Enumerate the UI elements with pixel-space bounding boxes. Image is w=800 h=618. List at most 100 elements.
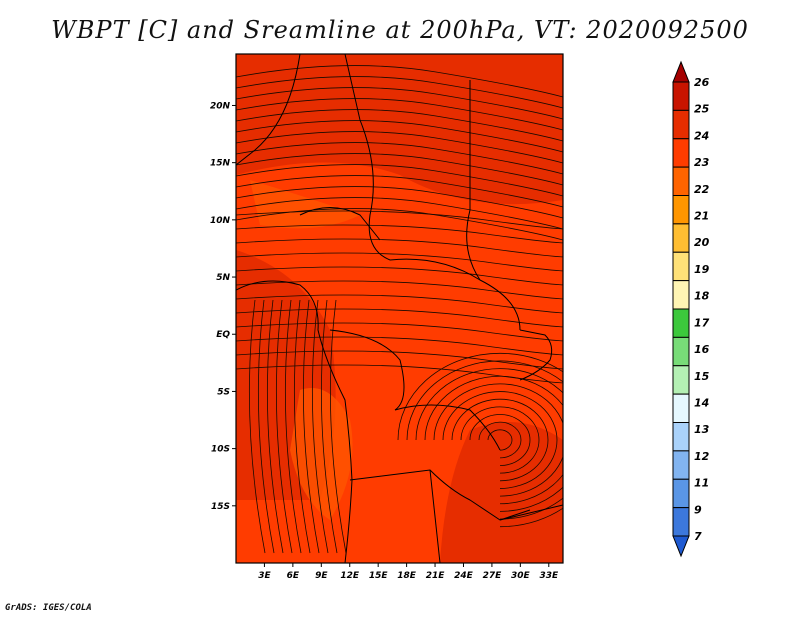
cool-region-1 <box>250 180 360 229</box>
colorbar-bin <box>672 450 690 480</box>
border-line <box>236 280 353 563</box>
colorbar-bin <box>672 336 690 367</box>
streamline <box>236 87 563 120</box>
colorbar-label: 22 <box>694 183 710 196</box>
colorbar-label: 9 <box>694 503 702 516</box>
colorbar-bin <box>672 365 690 395</box>
lat-tick-label: 5S <box>217 387 230 397</box>
colorbar-label: 14 <box>694 396 709 409</box>
streamline <box>248 299 266 554</box>
colorbar-label: 20 <box>694 236 710 249</box>
colorbar-label: 15 <box>694 370 710 383</box>
border-line <box>389 258 521 331</box>
streamline <box>236 109 563 142</box>
colorbar-bin <box>672 166 690 196</box>
colorbar-bottom-arrow <box>672 535 690 558</box>
map-title: WBPT [C] and Sreamline at 200hPa, VT: 20… <box>51 16 749 44</box>
streamline <box>236 76 563 109</box>
streamline <box>236 142 563 175</box>
colorbar-bin <box>672 251 690 282</box>
grads-credit: GrADS: IGES/COLA <box>5 603 92 613</box>
streamline <box>442 391 558 489</box>
lon-tick-label: 15E <box>369 571 389 581</box>
map-frame <box>235 53 564 564</box>
streamline <box>236 65 563 98</box>
colorbar-bin <box>672 422 690 452</box>
streamline <box>236 131 563 164</box>
streamline <box>236 164 563 197</box>
streamline <box>451 398 549 482</box>
streamline <box>236 280 563 300</box>
streamline <box>293 299 311 554</box>
streamline <box>469 414 531 466</box>
colorbar-bin <box>672 507 690 537</box>
colorbar-label: 11 <box>694 477 709 490</box>
border-line <box>394 404 501 451</box>
streamline <box>320 299 338 554</box>
colorbar: 26 25 24 23 22 21 20 19 18 17 16 15 14 13 12 11 9 7 <box>672 60 710 558</box>
lon-tick-label: 30E <box>511 571 531 581</box>
longitude-axis: 3E 6E 9E 12E 15E 18E 21E 24E 27E 30E 33E <box>258 563 559 581</box>
colorbar-label: 21 <box>694 210 709 223</box>
colorbar-label: 16 <box>694 343 710 356</box>
streamline <box>236 308 563 328</box>
streamline <box>236 350 563 370</box>
border-line <box>519 329 553 381</box>
colorbar-bin <box>672 138 690 168</box>
streamline <box>236 175 563 208</box>
colorbar-bin <box>672 478 690 509</box>
lon-tick-label: 27E <box>483 571 503 581</box>
streamline <box>266 299 284 554</box>
streamline <box>236 238 563 258</box>
colorbar-label: 19 <box>694 263 710 276</box>
lon-tick-label: 24E <box>454 571 474 581</box>
streamline <box>415 368 563 512</box>
lat-tick-label: 20N <box>210 101 231 111</box>
colorbar-bin <box>672 223 690 253</box>
colorbar-bin <box>672 195 690 225</box>
warm-region-2 <box>440 422 563 563</box>
country-borders <box>236 54 563 563</box>
lon-tick-label: 6E <box>287 571 300 581</box>
colorbar-label: 23 <box>694 156 710 169</box>
streamline <box>236 224 563 244</box>
streamline <box>275 299 293 554</box>
streamline <box>236 336 563 356</box>
border-line <box>349 469 531 521</box>
streamline <box>236 186 563 219</box>
lon-tick-label: 33E <box>539 571 559 581</box>
streamline <box>433 383 563 497</box>
colorbar-bin <box>672 81 690 111</box>
streamline <box>236 120 563 153</box>
streamline <box>460 406 540 474</box>
streamline <box>406 360 563 520</box>
colorbar-label: 26 <box>694 76 710 89</box>
colorbar-bin <box>672 393 690 423</box>
streamline <box>397 352 563 528</box>
border-line <box>329 329 405 411</box>
colorbar-top-arrow <box>672 60 690 83</box>
streamline <box>236 197 563 230</box>
colorbar-label: 17 <box>694 316 710 329</box>
streamline <box>478 421 522 459</box>
streamline <box>236 98 563 131</box>
colorbar-label: 24 <box>694 129 709 142</box>
streamline <box>424 375 563 505</box>
streamline <box>236 252 563 272</box>
latitude-axis: 20N 15N 10N 5N EQ 5S 10S 15S <box>210 101 236 512</box>
streamline <box>284 299 302 554</box>
lat-tick-label: 5N <box>216 273 230 283</box>
colorbar-label: 25 <box>694 103 710 116</box>
lon-tick-label: 18E <box>397 571 417 581</box>
border-line <box>499 504 563 521</box>
lon-tick-label: 3E <box>258 571 271 581</box>
lon-tick-label: 12E <box>340 571 360 581</box>
lat-tick-label: 10N <box>210 216 231 226</box>
streamline <box>236 153 563 186</box>
warm-region-0 <box>236 54 563 205</box>
colorbar-label: 13 <box>694 423 710 436</box>
border-line <box>236 54 301 166</box>
streamline <box>311 299 329 554</box>
streamline <box>236 266 563 286</box>
